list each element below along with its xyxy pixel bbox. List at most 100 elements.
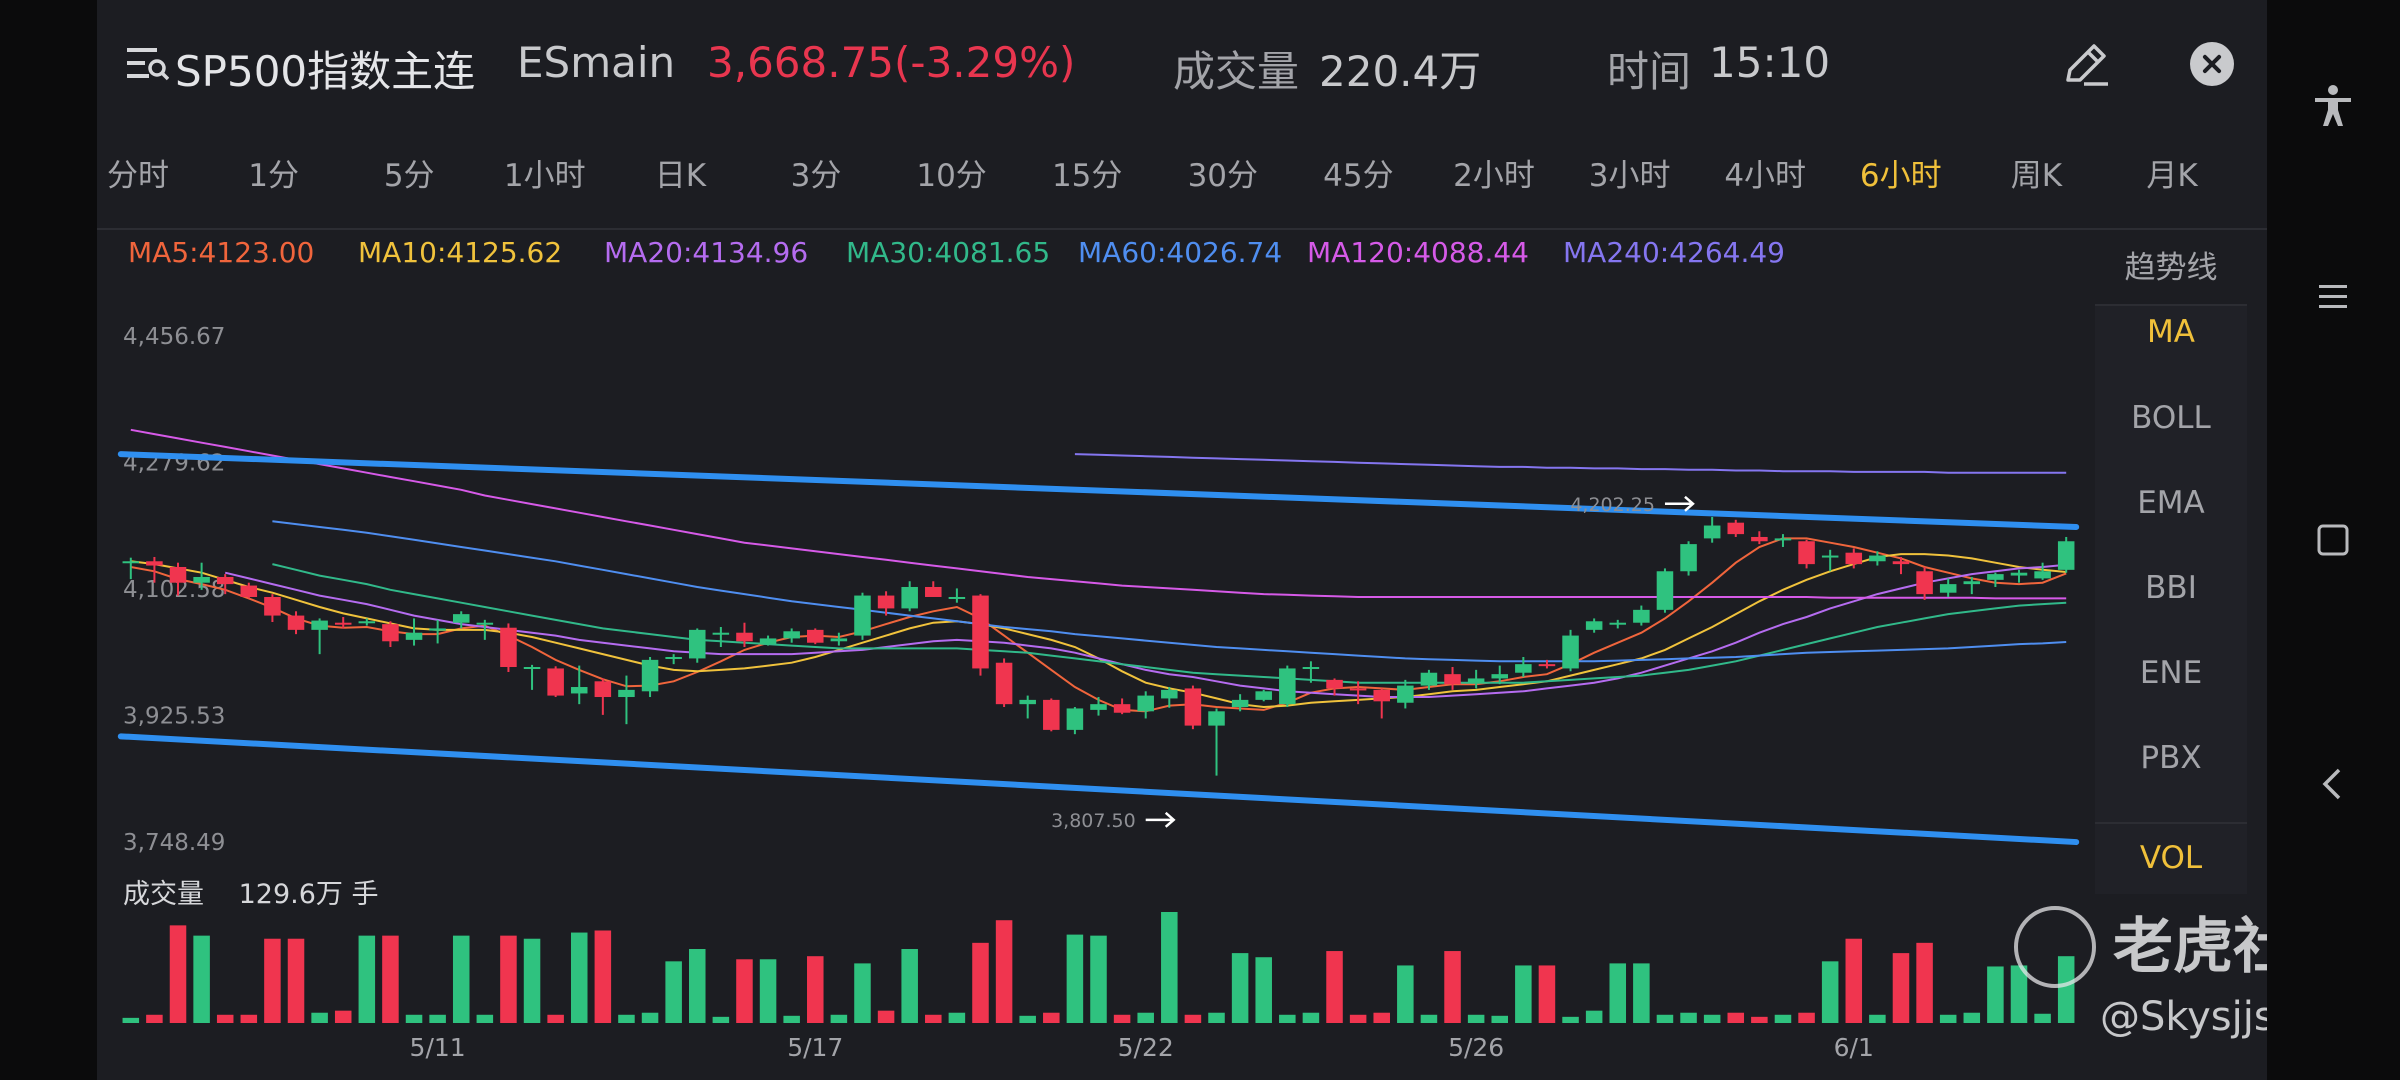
candle-body <box>193 576 210 583</box>
tab-5[interactable]: 3分 <box>790 158 842 194</box>
candle-body <box>500 627 517 668</box>
price-annotation: 3,807.50 <box>1051 810 1136 832</box>
candle-body <box>901 586 918 609</box>
ma-legend-item: MA20:4134.96 <box>604 236 809 269</box>
indicator-趋势线[interactable]: 趋势线 <box>2124 250 2218 286</box>
symbol-name[interactable]: SP500指数主连 <box>175 47 476 96</box>
indicator-vol[interactable]: VOL <box>2139 840 2203 876</box>
candle-body <box>1467 678 1485 683</box>
candle-body <box>1302 667 1320 670</box>
candle-body <box>1892 561 1910 565</box>
volume-bar <box>146 1014 163 1023</box>
indicator-ene[interactable]: ENE <box>2139 655 2203 691</box>
volume-bar <box>594 930 612 1023</box>
volume-bar <box>807 956 824 1023</box>
candle-body <box>1043 699 1060 730</box>
volume-bar <box>712 1016 730 1023</box>
tab-15[interactable]: 月K <box>2146 158 2198 194</box>
tab-3[interactable]: 1小时 <box>503 158 586 194</box>
accessibility-icon[interactable] <box>2311 84 2355 128</box>
tab-13[interactable]: 6小时 <box>1859 158 1942 194</box>
candle-body <box>1987 574 2004 580</box>
period-tabs: 分时 1分 5分 1小时 日K 3分 10分 15分 30分 45分 2小时 3小时 4小时 6小时 周K 月… <box>97 150 2267 206</box>
volume-bar <box>452 935 470 1023</box>
candle-body <box>1798 541 1815 565</box>
tab-11[interactable]: 3小时 <box>1588 158 1671 194</box>
volume-bar <box>1373 1012 1390 1023</box>
ma-legend-item: MA120:4088.44 <box>1307 236 1529 269</box>
candle-body <box>665 657 682 660</box>
volume-bar <box>1562 1016 1579 1023</box>
candle-body <box>146 561 163 566</box>
volume-bar <box>216 1014 234 1023</box>
volume-bar <box>877 1010 895 1023</box>
ma-line-ma20 <box>224 563 2067 698</box>
volume-bar <box>1161 912 1178 1023</box>
volume-bar <box>1444 951 1461 1023</box>
volume-bar <box>641 1012 659 1023</box>
volume-bar <box>1467 1014 1485 1023</box>
candle-body <box>429 628 446 631</box>
volume-bar <box>1680 1012 1697 1023</box>
indicator-ma[interactable]: MA <box>2147 314 2195 350</box>
candle-body <box>1019 699 1036 705</box>
tab-12[interactable]: 4小时 <box>1724 158 1807 194</box>
candle-body <box>1538 664 1556 667</box>
indicator-group <box>2095 304 2247 822</box>
tab-10[interactable]: 2小时 <box>1453 158 1535 194</box>
ma-line-ma60 <box>272 520 2067 663</box>
symbol-code: ESmain <box>517 38 676 87</box>
ma-line-ma240 <box>1074 453 2067 474</box>
close-icon[interactable] <box>2190 42 2234 86</box>
volume-group <box>2095 822 2247 894</box>
tab-14[interactable]: 周K <box>2010 158 2063 194</box>
indicator-boll[interactable]: BOLL <box>2131 400 2211 436</box>
home-icon[interactable] <box>2311 518 2355 562</box>
tab-8[interactable]: 30分 <box>1187 158 1259 194</box>
tab-7[interactable]: 15分 <box>1051 158 1123 194</box>
candle-body <box>547 668 564 696</box>
candle-body <box>1231 699 1249 708</box>
annotation-arrow <box>1145 811 1176 828</box>
candle-body <box>1633 609 1650 623</box>
candle-body <box>1349 688 1367 691</box>
tab-0[interactable]: 分时 <box>107 158 169 194</box>
candle-body <box>1845 552 1863 565</box>
candle-body <box>169 566 187 583</box>
indicator-pbx[interactable]: PBX <box>2140 740 2202 776</box>
candle-body <box>311 620 328 630</box>
candle-body <box>1279 668 1296 705</box>
back-icon[interactable] <box>2311 762 2355 806</box>
volume-bar <box>2034 1013 2051 1023</box>
volume-bar <box>901 949 918 1023</box>
candle-body <box>1491 674 1509 679</box>
candle-body <box>1113 704 1131 713</box>
candle-body <box>1420 672 1438 686</box>
menu-icon[interactable] <box>2311 275 2355 319</box>
tab-2[interactable]: 5分 <box>383 158 435 194</box>
candle-body <box>1515 664 1532 673</box>
y-tick-label: 3,925.53 <box>123 704 225 730</box>
menu-search-icon[interactable] <box>127 46 169 82</box>
divider <box>97 228 2267 230</box>
indicator-ema[interactable]: EMA <box>2137 485 2205 521</box>
candle-body <box>570 687 588 694</box>
tab-1[interactable]: 1分 <box>248 158 299 194</box>
volume-bar <box>1184 1014 1202 1023</box>
volume-bar <box>736 959 753 1023</box>
tab-4[interactable]: 日K <box>654 158 707 194</box>
candlestick-chart: 4,456.674,279.624,102.583,925.533,748.49… <box>117 324 2080 1062</box>
x-tick-label: 5/26 <box>1448 1033 1504 1062</box>
volume-bar <box>759 959 777 1023</box>
edit-icon[interactable] <box>2060 38 2112 90</box>
volume-bar <box>287 938 305 1023</box>
price-change: 3,668.75(-3.29%) <box>707 38 1076 87</box>
volume-bar <box>1538 965 1556 1023</box>
volume-bar <box>783 1015 800 1023</box>
tab-9[interactable]: 45分 <box>1323 158 1394 194</box>
ma-line-ma10 <box>130 553 2067 709</box>
volume-bar <box>948 1012 966 1023</box>
tab-6[interactable]: 10分 <box>916 158 987 194</box>
volume-bar <box>1397 965 1414 1023</box>
indicator-bbi[interactable]: BBI <box>2145 570 2197 606</box>
